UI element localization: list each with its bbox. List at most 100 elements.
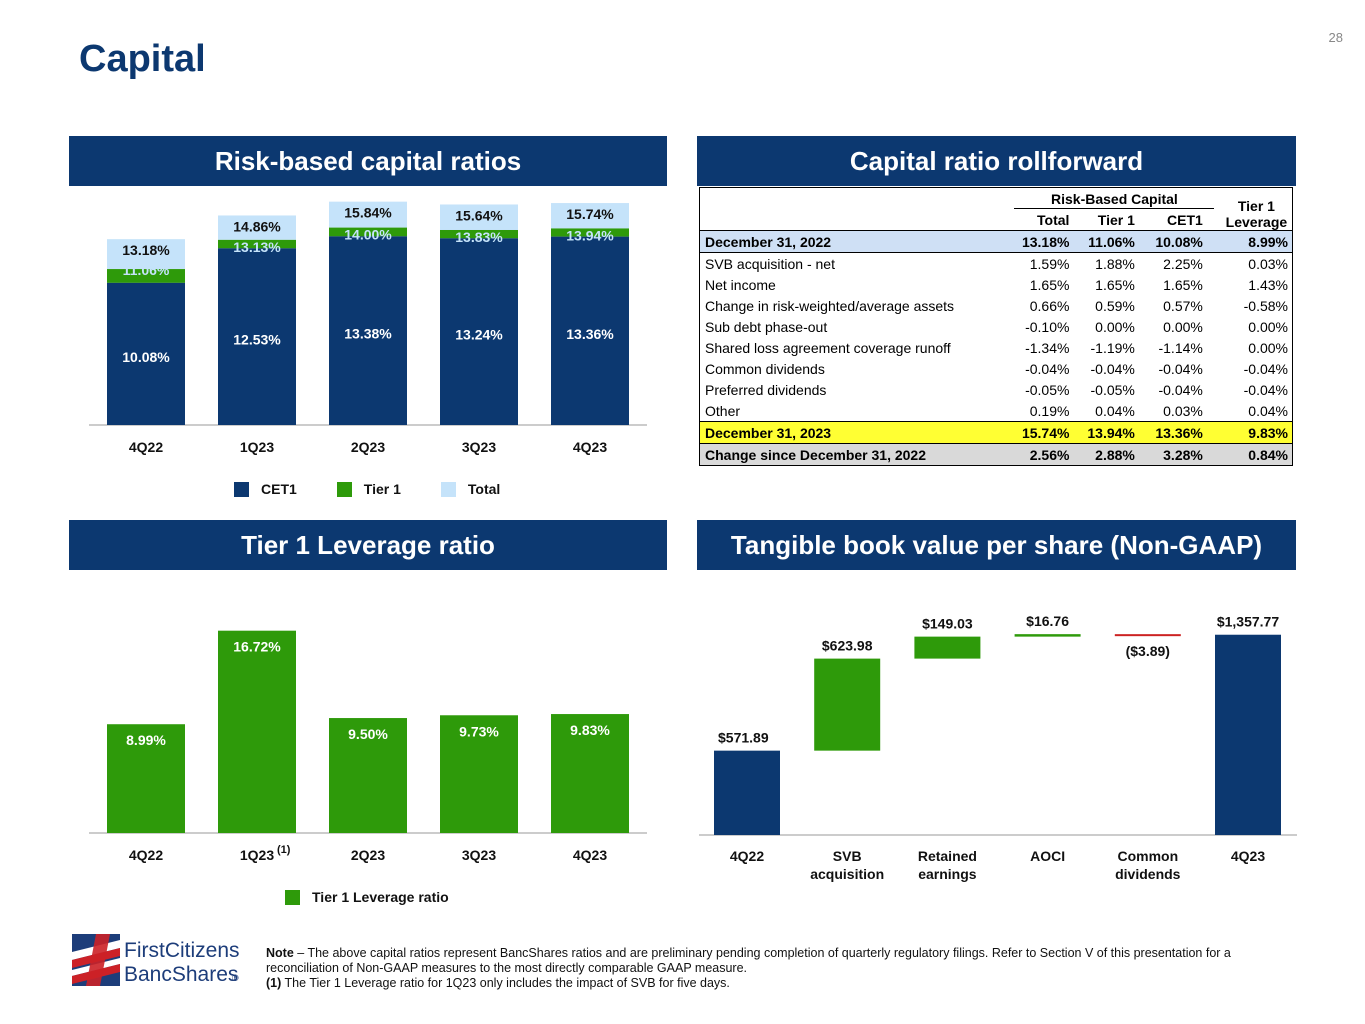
- row-value: 0.66%: [1029, 297, 1070, 314]
- label-cet1: 10.08%: [122, 349, 170, 365]
- logo-registered-mark: ®: [232, 973, 239, 983]
- row-label: Net income: [705, 276, 776, 293]
- row-value: -1.19%: [1090, 339, 1135, 356]
- row-value: 0.03%: [1163, 402, 1203, 419]
- x-tick-label: Retained: [918, 848, 977, 864]
- row-value: -1.34%: [1025, 339, 1070, 356]
- bar-cet1: [218, 248, 296, 425]
- table-row: Other 0.19% 0.04% 0.03% 0.04%: [700, 400, 1293, 422]
- first-citizens-logo: FirstCitizens BancShares ®: [72, 934, 240, 986]
- label-cet1: 12.53%: [233, 332, 281, 348]
- row-value: 0.04%: [1095, 402, 1135, 419]
- table-row: Sub debt phase-out -0.10% 0.00% 0.00% 0.00%: [700, 316, 1293, 337]
- footnote: Note – The above capital ratios represen…: [266, 946, 1306, 991]
- data-label: $16.76: [1026, 613, 1069, 629]
- bar-tier1: [440, 229, 518, 239]
- label-cet1: 13.36%: [566, 326, 614, 342]
- tbvps-waterfall-chart: $571.89 4Q22 $623.98 SVB acquisition $149.03 R…: [699, 613, 1297, 882]
- bar-tier1: [551, 228, 629, 237]
- x-tick-label: 2Q23: [351, 847, 385, 863]
- note-text: – The above capital ratios represent Ban…: [266, 946, 1231, 975]
- row-value: 0.84%: [1220, 443, 1293, 466]
- legend-label-tier1: Tier 1: [363, 481, 401, 497]
- table-row: Net income 1.65% 1.65% 1.65% 1.43%: [700, 274, 1293, 295]
- x-tick-label: 3Q23: [462, 847, 496, 863]
- bar-tier1: [218, 239, 296, 249]
- label-total: 15.64%: [455, 207, 503, 223]
- data-label: ($3.89): [1126, 643, 1170, 659]
- row-value: -0.04%: [1090, 360, 1135, 377]
- row-value: 9.83%: [1220, 421, 1293, 444]
- rollforward-header: Capital ratio rollforward: [697, 136, 1296, 186]
- x-tick-label: 1Q23: [240, 439, 274, 455]
- data-label: 9.83%: [570, 722, 610, 738]
- bar-cet1: [107, 282, 185, 425]
- row-value: -0.10%: [1025, 318, 1070, 335]
- row-value: 2.88%: [1073, 443, 1139, 466]
- data-label: $623.98: [822, 638, 873, 654]
- legend-label-leverage: Tier 1 Leverage ratio: [312, 889, 449, 905]
- data-label: 9.50%: [348, 726, 388, 742]
- leverage-header: Tier 1 Leverage ratio: [69, 520, 667, 570]
- leverage-header-line1: Tier 1: [1237, 198, 1275, 214]
- row-value: 1.65%: [1095, 276, 1135, 293]
- x-tick-label: 4Q22: [730, 848, 764, 864]
- label-total: 15.74%: [566, 206, 614, 222]
- row-value: 0.57%: [1163, 297, 1203, 314]
- legend-item-total: Total: [440, 481, 501, 497]
- waterfall-bar-total: [1215, 634, 1281, 835]
- waterfall-bar-total: [714, 750, 780, 835]
- risk-based-capital-chart: 10.08% 11.06% 13.18% 4Q22 12.53% 13.13% 14.86%…: [89, 201, 647, 455]
- table-row: Change in risk-weighted/average assets 0.…: [700, 295, 1293, 316]
- row-label: Common dividends: [705, 360, 825, 377]
- row-value: 13.18%: [1008, 230, 1074, 253]
- label-cet1: 13.38%: [344, 326, 392, 342]
- table-row: Change since December 31, 2022 2.56% 2.88%…: [699, 443, 1293, 466]
- row-value: 10.08%: [1138, 230, 1221, 253]
- footnote-text: The Tier 1 Leverage ratio for 1Q23 only …: [281, 976, 730, 990]
- row-label: December 31, 2023: [699, 421, 1008, 444]
- legend-label-cet1: CET1: [261, 481, 297, 497]
- row-value: 13.36%: [1138, 421, 1221, 444]
- row-label: Change in risk-weighted/average assets: [705, 297, 955, 314]
- tier1-leverage-chart: 8.99% 4Q22 16.72% 1Q23 (1) 9.50% 2Q23 9.73% 3Q23…: [89, 630, 647, 863]
- label-tier1: 13.13%: [233, 239, 281, 255]
- column-header-cet1: CET1: [1167, 211, 1203, 228]
- bar-total: [551, 203, 629, 229]
- bar-leverage: [440, 715, 518, 833]
- column-header-total: Total: [1037, 211, 1070, 228]
- row-value: 8.99%: [1220, 230, 1293, 253]
- waterfall-bar-increase: [914, 636, 981, 659]
- x-tick-footnote: (1): [277, 844, 291, 856]
- row-value: 0.00%: [1163, 318, 1203, 335]
- rollforward-title: Capital ratio rollforward: [849, 145, 1144, 176]
- row-label: Other: [705, 402, 741, 419]
- legend-swatch-total: [440, 481, 456, 497]
- tbvps-title: Tangible book value per share (Non-GAAP): [730, 529, 1263, 560]
- row-label: Shared loss agreement coverage runoff: [705, 339, 951, 356]
- row-value: -0.05%: [1090, 381, 1135, 398]
- label-total: 15.84%: [344, 205, 392, 221]
- page-number: 28: [1328, 30, 1343, 45]
- data-label: 9.73%: [459, 723, 499, 739]
- legend-label-total: Total: [467, 481, 501, 497]
- row-value: 0.00%: [1248, 318, 1288, 335]
- row-value: 1.43%: [1248, 276, 1288, 293]
- bar-total: [218, 215, 296, 240]
- row-label: December 31, 2022: [699, 230, 1008, 253]
- bar-tier1: [107, 269, 185, 283]
- row-value: 1.88%: [1095, 255, 1135, 272]
- bar-leverage: [329, 718, 407, 833]
- bar-total: [440, 204, 518, 230]
- x-tick-label: 4Q22: [129, 847, 163, 863]
- logo-line1: FirstCitizens: [124, 939, 240, 962]
- footnote-mark: (1): [266, 976, 282, 990]
- risk-based-legend: CET1 Tier 1 Total: [234, 481, 540, 497]
- row-value: 0.00%: [1095, 318, 1135, 335]
- x-tick-label: 2Q23: [351, 439, 385, 455]
- x-tick-label: 4Q23: [573, 847, 607, 863]
- row-label: Change since December 31, 2022: [699, 443, 1008, 466]
- tbvps-header: Tangible book value per share (Non-GAAP): [697, 520, 1296, 570]
- page-title: Capital: [79, 38, 206, 80]
- x-tick-label: 4Q22: [129, 439, 163, 455]
